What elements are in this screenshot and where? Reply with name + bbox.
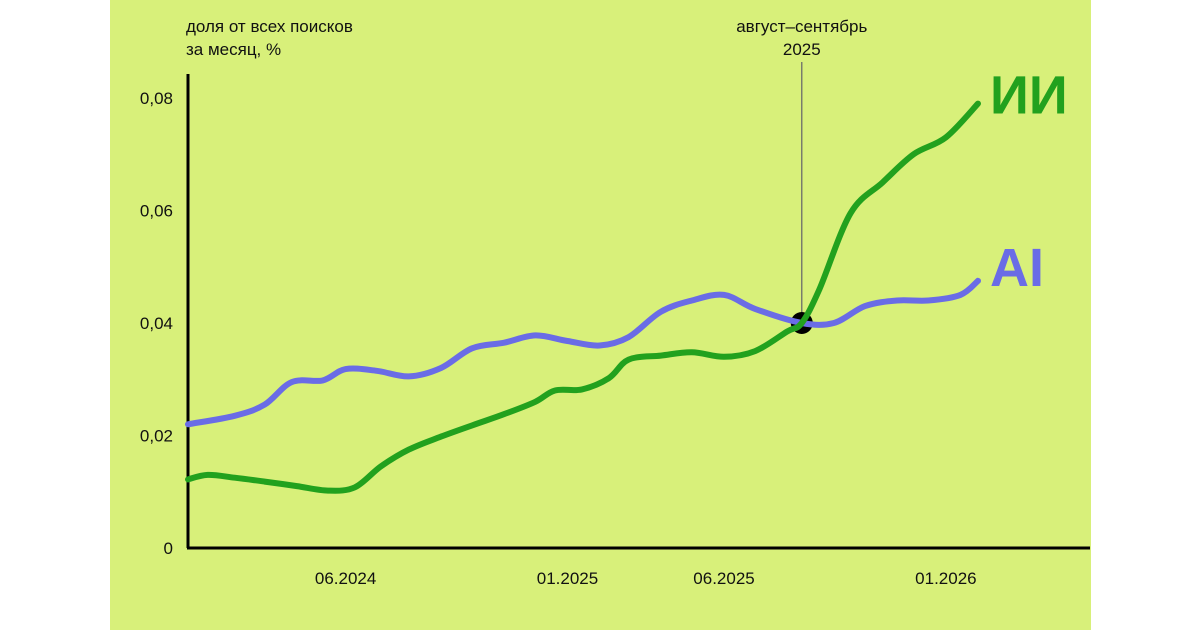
y-tick-labels: 0 0,02 0,04 0,06 0,08 (140, 89, 173, 558)
x-tick-label: 01.2025 (537, 569, 598, 588)
y-tick-label: 0,08 (140, 89, 173, 108)
y-tick-label: 0,02 (140, 427, 173, 446)
series-label: AI (990, 238, 1044, 298)
series-labels: ИИ AI (990, 66, 1068, 298)
annotation-label: 2025 (783, 40, 821, 59)
y-axis-title-line-1: доля от всех поисков (186, 17, 353, 36)
y-tick-label: 0 (164, 539, 173, 558)
axes (186, 74, 1090, 550)
x-tick-label: 06.2024 (315, 569, 376, 588)
line-chart: доля от всех поисков за месяц, % 0 0,02 0,… (140, 17, 1090, 588)
y-tick-label: 0,06 (140, 202, 173, 221)
series-label: ИИ (990, 66, 1068, 126)
y-axis-title: доля от всех поисков за месяц, % (186, 17, 353, 59)
chart-panel: доля от всех поисков за месяц, % 0 0,02 0,… (110, 0, 1091, 630)
y-tick-label: 0,04 (140, 314, 173, 333)
series-line-ai (185, 277, 981, 428)
y-axis-title-line-2: за месяц, % (186, 40, 281, 59)
x-tick-label: 01.2026 (915, 569, 976, 588)
series-line-ii (185, 100, 981, 494)
x-tick-label: 06.2025 (693, 569, 754, 588)
annotation-label: август–сентябрь (736, 17, 867, 36)
annotation: август–сентябрь 2025 (736, 17, 867, 334)
x-tick-labels: 06.2024 01.2025 06.2025 01.2026 (315, 569, 977, 588)
series (185, 100, 981, 494)
